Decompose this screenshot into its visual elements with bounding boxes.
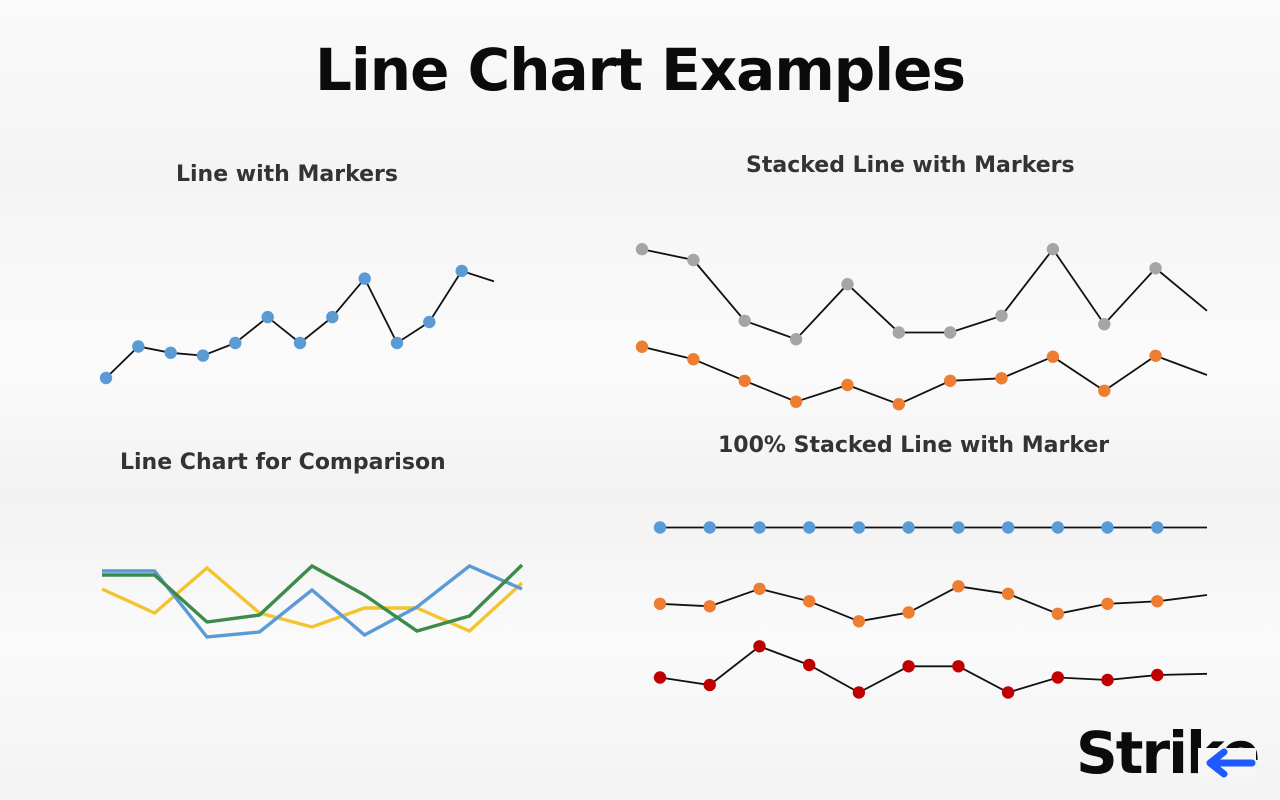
data-point-s2-5 — [852, 615, 866, 628]
data-point-s1-8 — [1001, 521, 1015, 534]
series-line-2 — [102, 564, 523, 639]
data-point-s2-10 — [1098, 384, 1111, 397]
data-point-s1-2 — [703, 521, 716, 534]
data-point-s1-6 — [261, 310, 274, 324]
data-point-s1-3 — [164, 346, 177, 359]
data-point-s3-3 — [753, 640, 766, 653]
data-point-s3-6 — [902, 660, 915, 673]
data-point-s3-8 — [1001, 686, 1015, 699]
data-point-s2-8 — [995, 372, 1008, 385]
data-point-s2-4 — [803, 595, 816, 608]
series-line-1 — [641, 247, 1208, 341]
data-point-s3-1 — [653, 671, 667, 684]
series-line-1 — [105, 269, 495, 379]
series-line-1 — [101, 565, 524, 634]
data-point-s2-8 — [1001, 587, 1015, 600]
data-point-s1-5 — [229, 336, 242, 350]
data-point-s1-2 — [687, 253, 700, 267]
series-line-3 — [659, 645, 1208, 694]
data-point-s3-10 — [1101, 673, 1114, 687]
data-point-s1-6 — [892, 326, 905, 339]
data-point-s2-6 — [902, 606, 915, 619]
data-point-s3-7 — [952, 660, 965, 673]
data-point-s1-7 — [944, 326, 957, 339]
data-point-s1-4 — [803, 521, 816, 534]
stacked-line-with-markers-chart — [635, 243, 1208, 411]
data-point-s1-4 — [196, 349, 210, 362]
data-point-s1-10 — [390, 336, 404, 350]
data-point-s2-1 — [635, 340, 649, 353]
data-point-s1-9 — [1046, 243, 1060, 256]
strike-logo: Strike — [1076, 720, 1262, 786]
page-title: Line Chart Examples — [314, 36, 966, 104]
data-point-s2-4 — [789, 395, 803, 408]
data-point-s1-1 — [653, 521, 667, 534]
data-point-s1-4 — [789, 333, 803, 346]
data-point-s2-2 — [687, 353, 700, 366]
line-with-markers-chart — [99, 264, 495, 385]
data-point-s2-7 — [952, 580, 965, 593]
data-point-s1-10 — [1101, 521, 1114, 534]
chart-title-100-stacked-line-with-marker: 100% Stacked Line with Marker — [718, 433, 1110, 458]
data-point-s1-3 — [738, 314, 751, 327]
data-point-s2-11 — [1149, 349, 1162, 362]
data-point-s1-1 — [635, 243, 649, 256]
data-point-s3-9 — [1051, 671, 1065, 684]
data-point-s2-9 — [1051, 607, 1065, 620]
data-point-s2-7 — [944, 374, 957, 387]
data-point-s1-11 — [1149, 262, 1162, 275]
data-point-s1-12 — [455, 264, 468, 278]
series-line-2 — [641, 345, 1208, 406]
data-point-s1-5 — [841, 278, 854, 291]
chart-title-line-chart-for-comparison: Line Chart for Comparison — [120, 450, 446, 475]
chart-title-stacked-line-with-markers: Stacked Line with Markers — [746, 153, 1075, 178]
data-point-s1-6 — [902, 521, 915, 534]
series-line-3 — [102, 563, 524, 633]
data-point-s2-6 — [892, 398, 905, 411]
data-point-s1-7 — [952, 521, 965, 534]
data-point-s1-1 — [99, 371, 113, 385]
data-point-s2-5 — [841, 378, 854, 392]
data-point-s1-3 — [753, 521, 766, 534]
data-point-s3-2 — [703, 678, 716, 692]
data-point-s2-3 — [753, 582, 766, 595]
arrow-left-icon — [1198, 748, 1256, 778]
data-point-s2-11 — [1151, 595, 1164, 608]
data-point-s1-9 — [1051, 521, 1065, 534]
data-point-s3-4 — [803, 658, 816, 672]
data-point-s2-2 — [703, 600, 716, 613]
data-point-s1-8 — [995, 309, 1008, 322]
data-point-s1-8 — [326, 310, 339, 324]
data-point-s2-1 — [653, 597, 667, 610]
data-point-s1-7 — [293, 336, 307, 350]
data-point-s1-10 — [1098, 318, 1111, 331]
data-point-s3-11 — [1151, 668, 1164, 682]
data-point-s3-5 — [852, 686, 866, 699]
data-point-s2-9 — [1046, 350, 1060, 363]
data-point-s1-11 — [423, 315, 436, 329]
data-point-s2-3 — [738, 374, 751, 387]
data-point-s2-10 — [1101, 597, 1114, 610]
line-comparison-chart — [101, 563, 524, 639]
data-point-s1-11 — [1151, 521, 1164, 534]
data-point-s1-5 — [852, 521, 866, 534]
chart-title-line-with-markers: Line with Markers — [176, 162, 398, 187]
data-point-s1-9 — [358, 272, 371, 285]
100-stacked-line-chart — [653, 521, 1208, 699]
data-point-s1-2 — [132, 340, 145, 353]
series-line-2 — [659, 585, 1208, 623]
